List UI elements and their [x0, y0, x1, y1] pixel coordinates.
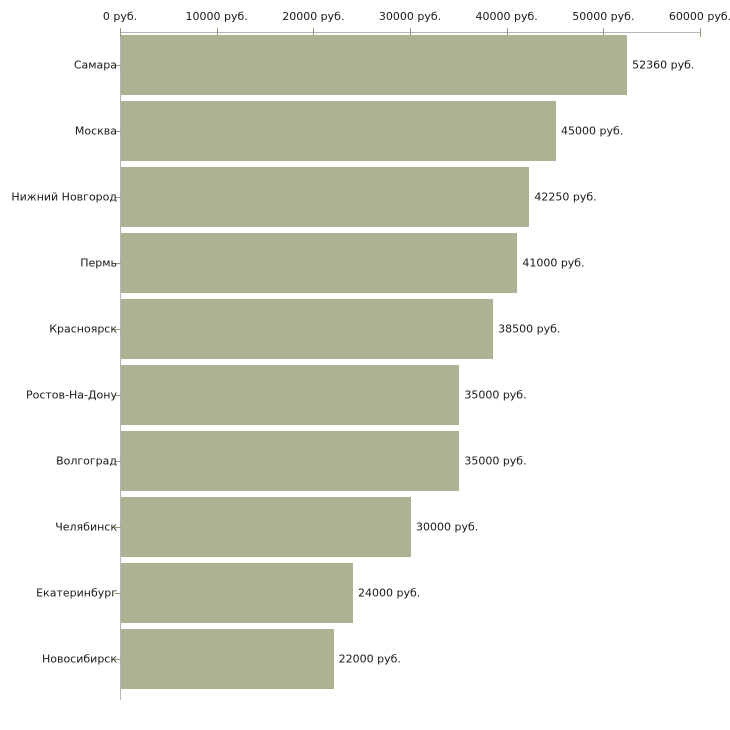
x-axis-tick-label: 30000 руб. [378, 10, 442, 23]
y-axis-tick [115, 329, 121, 330]
y-axis-tick [115, 197, 121, 198]
x-axis-tick [410, 28, 411, 37]
y-axis-tick [115, 527, 121, 528]
bar[interactable] [121, 299, 494, 359]
y-axis-tick [115, 263, 121, 264]
category-label: Ростов-На-Дону [25, 388, 117, 402]
y-axis-tick [115, 461, 121, 462]
bar[interactable] [121, 563, 353, 623]
bar-value-label: 41000 руб. [522, 256, 585, 270]
bar-value-label: 52360 руб. [632, 58, 695, 72]
x-axis-tick-label: 20000 руб. [282, 10, 345, 23]
bar-value-label: 45000 руб. [561, 124, 624, 138]
x-axis-tick [700, 28, 701, 37]
bar[interactable] [121, 101, 556, 161]
category-label: Пермь [80, 256, 117, 270]
y-axis-tick [115, 131, 121, 132]
bar-value-label: 24000 руб. [358, 586, 421, 600]
bar[interactable] [121, 365, 460, 425]
y-axis-line [120, 32, 121, 700]
bar-value-label: 35000 руб. [464, 388, 527, 402]
bar[interactable] [121, 431, 460, 491]
y-axis-tick [115, 593, 121, 594]
category-label: Новосибирск [41, 652, 117, 666]
category-label: Самара [73, 58, 117, 72]
x-axis-tick [120, 28, 121, 37]
bar[interactable] [121, 233, 518, 293]
y-axis-tick [115, 65, 121, 66]
bar[interactable] [121, 35, 628, 95]
x-axis-tick-label: 50000 руб. [572, 10, 635, 23]
category-label: Волгоград [56, 454, 117, 468]
x-axis-tick [603, 28, 605, 37]
x-axis-tick [216, 28, 218, 37]
category-label: Екатеринбург [36, 586, 117, 600]
bar-value-label: 35000 руб. [464, 454, 527, 468]
x-axis-tick-label: 0 руб. [102, 10, 138, 23]
y-axis-tick [115, 395, 121, 396]
bar[interactable] [121, 629, 334, 689]
bar-value-label: 42250 руб. [534, 190, 597, 204]
category-label: Нижний Новгород [11, 190, 117, 204]
x-axis-tick-label: 60000 руб. [668, 10, 730, 23]
bar-value-label: 30000 руб. [416, 520, 479, 534]
category-label: Челябинск [55, 520, 117, 534]
bar-value-label: 38500 руб. [498, 322, 561, 336]
x-axis-tick-label: 10000 руб. [185, 10, 248, 23]
x-axis-tick [506, 28, 508, 37]
category-label: Москва [74, 124, 117, 138]
bar[interactable] [121, 167, 530, 227]
bar[interactable] [121, 497, 411, 557]
category-label: Красноярск [49, 322, 117, 336]
x-axis-tick-label: 40000 руб. [475, 10, 538, 23]
y-axis-tick [115, 659, 121, 660]
bar-value-label: 22000 руб. [338, 652, 401, 666]
x-axis-tick [313, 28, 315, 37]
